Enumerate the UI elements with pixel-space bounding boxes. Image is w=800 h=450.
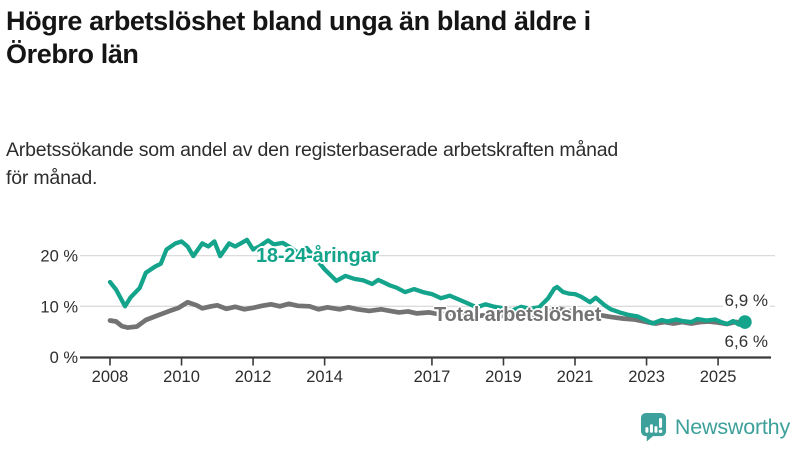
x-tick-label: 2017 xyxy=(414,368,451,386)
logo-exclamation-bar xyxy=(658,418,662,428)
x-tick-label: 2014 xyxy=(306,368,343,386)
x-tick-label: 2019 xyxy=(485,368,522,386)
series-line-18-24 xyxy=(107,237,748,327)
x-tick-label: 2012 xyxy=(235,368,272,386)
logo-bar-3 xyxy=(654,426,658,433)
logo-exclamation-dot xyxy=(658,429,663,434)
title-line-1: Högre arbetslöshet bland unga än bland ä… xyxy=(6,6,591,36)
brand-wordmark: Newsworthy xyxy=(674,414,790,439)
series-end-dot-18-24 xyxy=(738,315,752,329)
y-tick-label: 20 % xyxy=(40,248,78,266)
title-line-2: Örebro län xyxy=(6,39,139,69)
subtitle-line-1: Arbetssökande som andel av den registerb… xyxy=(6,139,619,161)
x-tick-label: 2008 xyxy=(92,368,129,386)
series-label-total: Total arbetslöshet xyxy=(434,304,602,326)
page-title: Högre arbetslöshet bland unga än bland ä… xyxy=(6,5,794,71)
speech-bubble-shape xyxy=(640,413,666,442)
x-tick-label: 2021 xyxy=(557,368,594,386)
end-value-label-young: 6,9 % xyxy=(722,291,770,310)
logo-bar-2 xyxy=(649,424,653,433)
end-value-label-total: 6,6 % xyxy=(722,332,770,351)
series-label-18-24: 18-24-åringar xyxy=(256,245,380,267)
series-line-total xyxy=(107,299,748,330)
chart-subtitle: Arbetssökande som andel av den registerb… xyxy=(6,136,794,192)
x-tick-label: 2025 xyxy=(700,368,737,386)
newsworthy-brand: Newsworthy xyxy=(640,410,790,444)
x-tick-label: 2023 xyxy=(628,368,665,386)
newsworthy-logo-icon xyxy=(640,413,666,442)
logo-bar-1 xyxy=(645,427,649,433)
subtitle-line-2: för månad. xyxy=(6,167,98,189)
y-tick-label: 10 % xyxy=(40,298,78,316)
y-tick-label: 0 % xyxy=(50,349,79,367)
x-tick-label: 2010 xyxy=(163,368,200,386)
